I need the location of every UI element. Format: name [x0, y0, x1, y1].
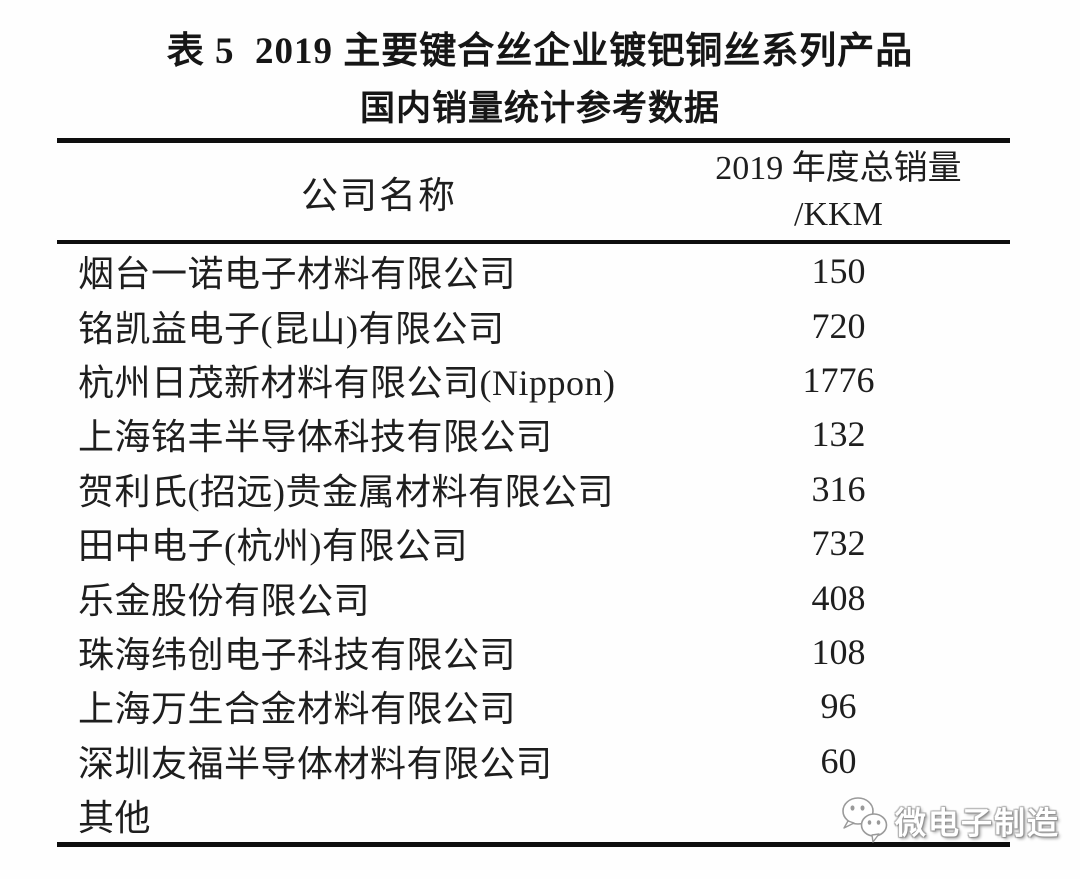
watermark-label: 微电子制造 [895, 805, 1060, 841]
table-row: 贺利氏(招远)贵金属材料有限公司 316 [57, 462, 1010, 516]
company-name: 杭州日茂新材料有限公司(Nippon) [78, 362, 616, 403]
sales-value: 732 [811, 523, 866, 564]
sales-value: 60 [820, 740, 857, 781]
table-body: 烟台一诺电子材料有限公司 150 铭凯益电子(昆山)有限公司 720 杭州日茂新材料有限… [57, 244, 1010, 842]
sales-value: 720 [811, 305, 866, 346]
table-row: 杭州日茂新材料有限公司(Nippon) 1776 [57, 353, 1010, 407]
company-name: 烟台一诺电子材料有限公司 [78, 254, 517, 295]
sales-value: 316 [811, 468, 866, 509]
table-row: 上海万生合金材料有限公司 96 [57, 679, 1010, 733]
header-total-sales: 2019 年度总销量 /KKM [667, 143, 1010, 240]
sales-value: 150 [811, 251, 866, 292]
table-header-row: 公司名称 2019 年度总销量 /KKM [57, 143, 1010, 240]
header-company-name: 公司名称 [300, 175, 457, 217]
table-row: 珠海纬创电子科技有限公司 108 [57, 625, 1010, 679]
company-name: 上海铭丰半导体科技有限公司 [78, 417, 553, 458]
company-name: 其他 [78, 798, 152, 839]
company-name: 贺利氏(招远)贵金属材料有限公司 [78, 471, 614, 512]
table-top-rule [57, 138, 1010, 143]
table-row: 田中电子(杭州)有限公司 732 [57, 516, 1010, 570]
header-total-sales-unit: /KKM [794, 195, 883, 233]
table-header-rule [57, 240, 1010, 244]
sales-value: 408 [811, 577, 866, 618]
table-row: 其他 [57, 788, 1010, 842]
company-name: 上海万生合金材料有限公司 [78, 689, 517, 730]
sales-value: 108 [811, 631, 866, 672]
sales-value: 132 [811, 414, 866, 455]
table-title-line-2: 国内销量统计参考数据 [359, 89, 720, 128]
company-name: 深圳友福半导体材料有限公司 [78, 743, 553, 784]
header-total-sales-line1: 2019 年度总销量 [715, 149, 962, 187]
company-name: 田中电子(杭州)有限公司 [78, 526, 468, 567]
table-title-line-1: 表 5 2019 主要键合丝企业镀钯铜丝系列产品 [166, 31, 914, 72]
sales-value: 1776 [802, 359, 875, 400]
watermark: 微电子制造 [839, 794, 1060, 846]
company-name: 铭凯益电子(昆山)有限公司 [78, 308, 505, 349]
sales-table: 公司名称 2019 年度总销量 /KKM 烟台一诺电子材料有限公司 150 铭凯益电… [57, 138, 1010, 848]
company-name: 珠海纬创电子科技有限公司 [78, 634, 517, 675]
company-name: 乐金股份有限公司 [78, 580, 371, 621]
table-bottom-rule [57, 842, 1010, 848]
sales-value: 96 [820, 686, 857, 727]
table-row: 乐金股份有限公司 408 [57, 570, 1010, 624]
table-row: 铭凯益电子(昆山)有限公司 720 [57, 298, 1010, 352]
table-row: 烟台一诺电子材料有限公司 150 [57, 244, 1010, 298]
table-row: 上海铭丰半导体科技有限公司 132 [57, 407, 1010, 461]
table-row: 深圳友福半导体材料有限公司 60 [57, 734, 1010, 788]
wechat-icon [842, 797, 888, 843]
